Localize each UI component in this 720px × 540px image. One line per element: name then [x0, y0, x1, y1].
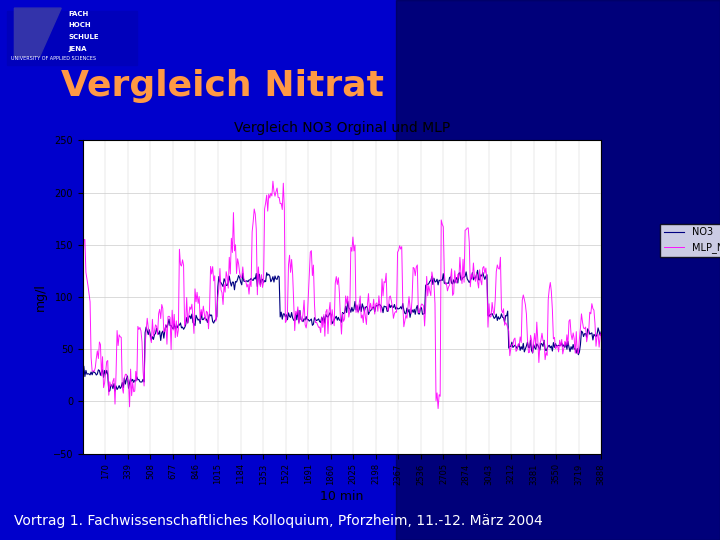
Bar — [7, 11, 137, 65]
Text: Vortrag 1. Fachwissenschaftliches Kolloquium, Pforzheim, 11.-12. März 2004: Vortrag 1. Fachwissenschaftliches Kolloq… — [14, 514, 543, 528]
MLP_NO3 — [325, 299, 334, 306]
MLP_NO3 — [329, 315, 338, 322]
Y-axis label: mg/l: mg/l — [34, 283, 47, 311]
NO3 — [587, 330, 595, 337]
NO3 — [329, 319, 338, 325]
NO3 — [505, 343, 514, 350]
NO3 — [388, 304, 397, 310]
NO3 — [473, 267, 482, 274]
NO3 — [78, 366, 87, 373]
Title: Vergleich NO3 Orginal und MLP: Vergleich NO3 Orginal und MLP — [234, 121, 450, 135]
NO3 — [104, 388, 113, 395]
Text: HOCH: HOCH — [68, 22, 91, 29]
MLP_NO3 — [269, 178, 277, 185]
Line: NO3: NO3 — [83, 271, 601, 392]
Text: UNIVERSITY OF APPLIED SCIENCES: UNIVERSITY OF APPLIED SCIENCES — [11, 56, 96, 61]
Text: FACH: FACH — [68, 10, 89, 17]
MLP_NO3 — [360, 304, 369, 310]
Polygon shape — [14, 8, 61, 57]
MLP_NO3 — [587, 310, 595, 317]
Bar — [396, 0, 720, 540]
Legend: NO3, MLP_NO3: NO3, MLP_NO3 — [660, 224, 720, 257]
Text: Vergleich Nitrat: Vergleich Nitrat — [61, 70, 384, 103]
MLP_NO3 — [597, 329, 606, 336]
MLP_NO3 — [78, 273, 87, 279]
NO3 — [360, 308, 369, 314]
Text: JENA: JENA — [68, 46, 87, 52]
MLP_NO3 — [433, 406, 442, 412]
MLP_NO3 — [388, 304, 397, 310]
MLP_NO3 — [505, 353, 514, 359]
NO3 — [325, 309, 334, 316]
X-axis label: 10 min: 10 min — [320, 490, 364, 503]
NO3 — [597, 328, 606, 335]
Text: SCHULE: SCHULE — [68, 34, 99, 40]
Line: MLP_NO3: MLP_NO3 — [83, 181, 601, 409]
